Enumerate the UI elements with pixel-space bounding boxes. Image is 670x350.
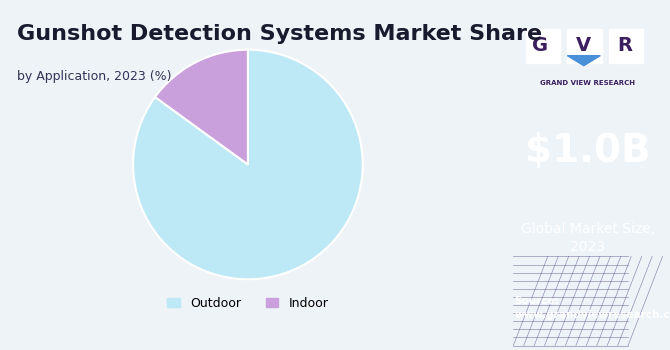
Text: Gunshot Detection Systems Market Share: Gunshot Detection Systems Market Share (17, 25, 542, 44)
Text: G: G (532, 36, 548, 55)
Bar (567, 29, 602, 63)
Wedge shape (133, 50, 362, 279)
Text: Source:
www.grandviewresearch.com: Source: www.grandviewresearch.com (515, 296, 670, 320)
Text: R: R (618, 36, 632, 55)
Bar (608, 29, 643, 63)
Wedge shape (155, 50, 248, 164)
Legend: Outdoor, Indoor: Outdoor, Indoor (161, 290, 334, 316)
Text: GRAND VIEW RESEARCH: GRAND VIEW RESEARCH (541, 79, 635, 86)
Text: $1.0B: $1.0B (525, 132, 651, 169)
Bar (526, 29, 560, 63)
Polygon shape (567, 56, 600, 66)
Text: by Application, 2023 (%): by Application, 2023 (%) (17, 70, 172, 83)
Text: V: V (576, 36, 592, 55)
Text: Global Market Size,
2023: Global Market Size, 2023 (521, 222, 655, 254)
